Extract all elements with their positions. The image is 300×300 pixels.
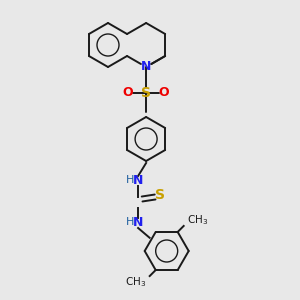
Text: H: H [126, 175, 134, 185]
Text: N: N [133, 173, 143, 187]
Text: O: O [123, 86, 134, 100]
Text: S: S [155, 188, 165, 202]
Text: CH$_3$: CH$_3$ [125, 275, 147, 289]
Text: O: O [159, 86, 170, 100]
Text: H: H [126, 217, 134, 227]
Text: N: N [133, 215, 143, 229]
Text: CH$_3$: CH$_3$ [187, 213, 208, 227]
Text: S: S [141, 86, 151, 100]
Text: N: N [141, 61, 151, 74]
